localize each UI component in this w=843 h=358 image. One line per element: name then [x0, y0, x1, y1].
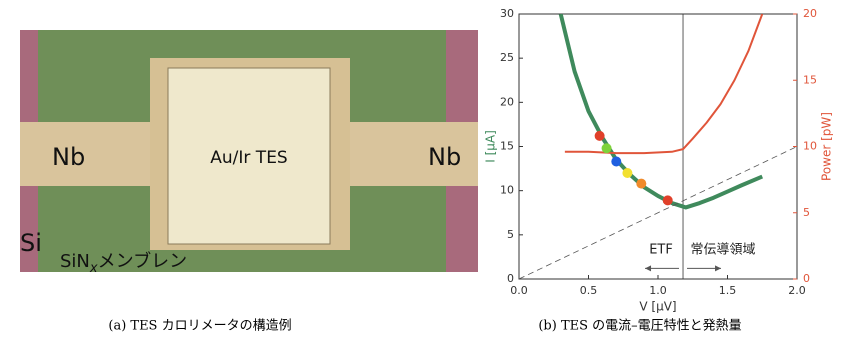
point — [622, 168, 632, 178]
label-part: SiN — [60, 251, 90, 272]
photo-label: Si — [20, 229, 42, 257]
photo: Nb Au/Ir TES Nb Si SiNxメンブレン — [20, 30, 478, 276]
y-tick-label: 15 — [500, 140, 514, 153]
label-part: メンブレン — [98, 250, 187, 272]
y-tick-label: 5 — [507, 228, 514, 241]
photo-label: SiNxメンブレン — [60, 250, 187, 276]
y2-tick-label: 0 — [803, 272, 810, 285]
figure: Nb Au/Ir TES Nb Si SiNxメンブレン (a) TES カロリ… — [0, 0, 843, 354]
photo-label: Nb — [428, 143, 461, 171]
photo-label: Au/Ir TES — [210, 148, 287, 168]
point — [663, 195, 673, 205]
y2-tick-label: 20 — [803, 7, 817, 20]
data-line — [565, 14, 762, 153]
y-tick-label: 0 — [507, 272, 514, 285]
annotation: ETF — [649, 242, 673, 257]
annotation: 常伝導領域 — [691, 241, 756, 257]
x-tick-label: 2.0 — [788, 284, 806, 297]
y2-axis-label: Power [pW] — [820, 112, 834, 181]
caption: (b) TES の電流–電圧特性と発熱量 — [538, 319, 741, 334]
y-tick-label: 25 — [500, 51, 514, 64]
guide-line — [519, 147, 797, 280]
y-tick-label: 10 — [500, 184, 514, 197]
x-tick-label: 0.0 — [510, 284, 528, 297]
point — [611, 157, 621, 167]
point — [636, 179, 646, 189]
point — [602, 143, 612, 153]
y2-tick-label: 15 — [803, 73, 817, 86]
y2-tick-label: 5 — [803, 206, 810, 219]
data-line — [561, 14, 763, 207]
y-tick-label: 30 — [500, 7, 514, 20]
x-tick-label: 1.0 — [649, 284, 667, 297]
y-tick-label: 20 — [500, 95, 514, 108]
x-tick-label: 1.5 — [719, 284, 737, 297]
point — [595, 131, 605, 141]
x-tick-label: 0.5 — [580, 284, 598, 297]
arrow-head — [645, 265, 651, 271]
arrow-head — [715, 265, 721, 271]
plot-frame — [519, 14, 797, 279]
caption: (a) TES カロリメータの構造例 — [108, 319, 291, 334]
x-axis-label: V [μV] — [639, 300, 676, 314]
label-part: x — [89, 261, 98, 276]
y-axis-label: I [μA] — [484, 130, 498, 163]
photo-label: Nb — [52, 143, 85, 171]
y2-tick-label: 10 — [803, 140, 817, 153]
